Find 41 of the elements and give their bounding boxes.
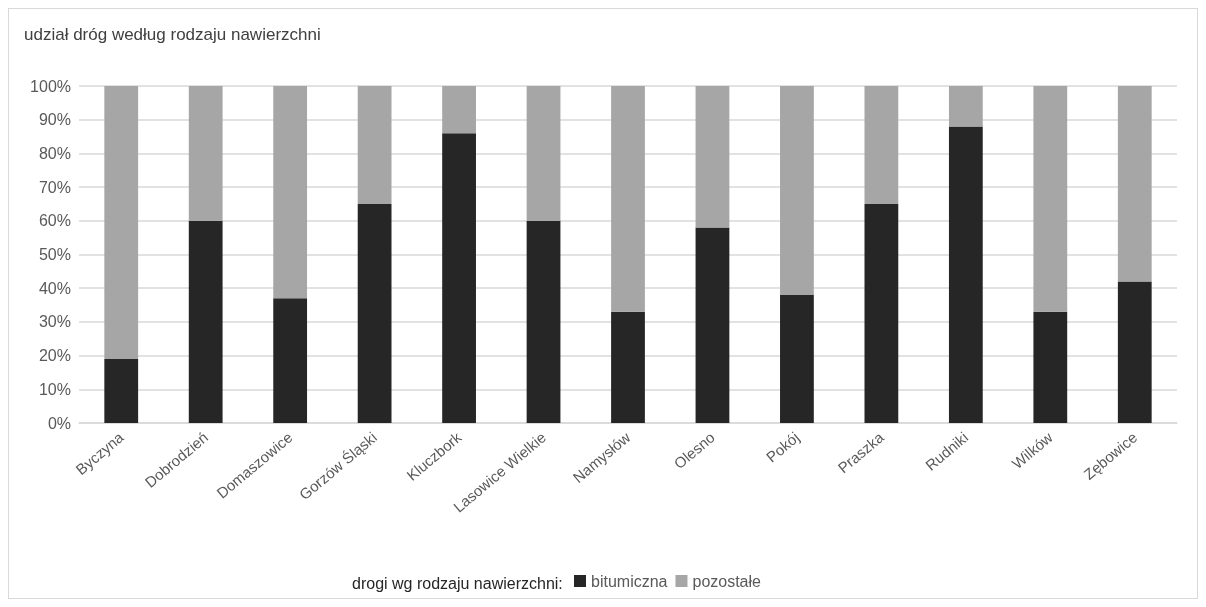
- bar: [526, 220, 561, 423]
- y-tick-label: 70%: [38, 178, 71, 196]
- bar: [357, 203, 392, 423]
- bar: [780, 294, 814, 423]
- bar: [611, 86, 645, 312]
- legend-title: drogi wg rodzaju nawierzchni:: [352, 574, 563, 592]
- y-tick-label: 50%: [38, 246, 71, 263]
- bar: [780, 86, 814, 295]
- bar: [273, 298, 308, 423]
- y-tick-label: 10%: [38, 380, 71, 398]
- legend-label: bitumiczna: [591, 572, 668, 590]
- bar: [104, 358, 139, 423]
- y-tick-label: 80%: [38, 144, 71, 162]
- bar: [864, 86, 899, 204]
- bar: [104, 86, 139, 359]
- y-tick-label: 30%: [38, 313, 71, 331]
- y-tick-label: 90%: [38, 111, 71, 129]
- y-tick-label: 40%: [38, 279, 71, 297]
- bar: [357, 86, 392, 204]
- chart-title: udział dróg według rodzaju nawierzchni: [24, 25, 321, 44]
- y-tick-label: 60%: [38, 212, 71, 230]
- bar: [1117, 281, 1152, 423]
- bar: [273, 86, 308, 299]
- bar: [864, 203, 899, 423]
- bar: [695, 86, 730, 228]
- bar: [611, 311, 645, 423]
- bar: [1033, 311, 1068, 423]
- y-tick-label: 0%: [47, 414, 71, 432]
- y-tick-label: 100%: [30, 77, 71, 95]
- bar: [695, 227, 730, 423]
- bar: [188, 220, 223, 423]
- legend-label: pozostałe: [692, 572, 762, 590]
- bar: [442, 86, 476, 134]
- bar: [442, 133, 476, 423]
- y-tick-label: 20%: [38, 347, 71, 365]
- bar: [948, 126, 983, 423]
- bar: [526, 86, 561, 221]
- bar: [1033, 86, 1068, 312]
- bar: [948, 86, 983, 127]
- bar: [188, 86, 223, 221]
- bar: [1117, 86, 1152, 282]
